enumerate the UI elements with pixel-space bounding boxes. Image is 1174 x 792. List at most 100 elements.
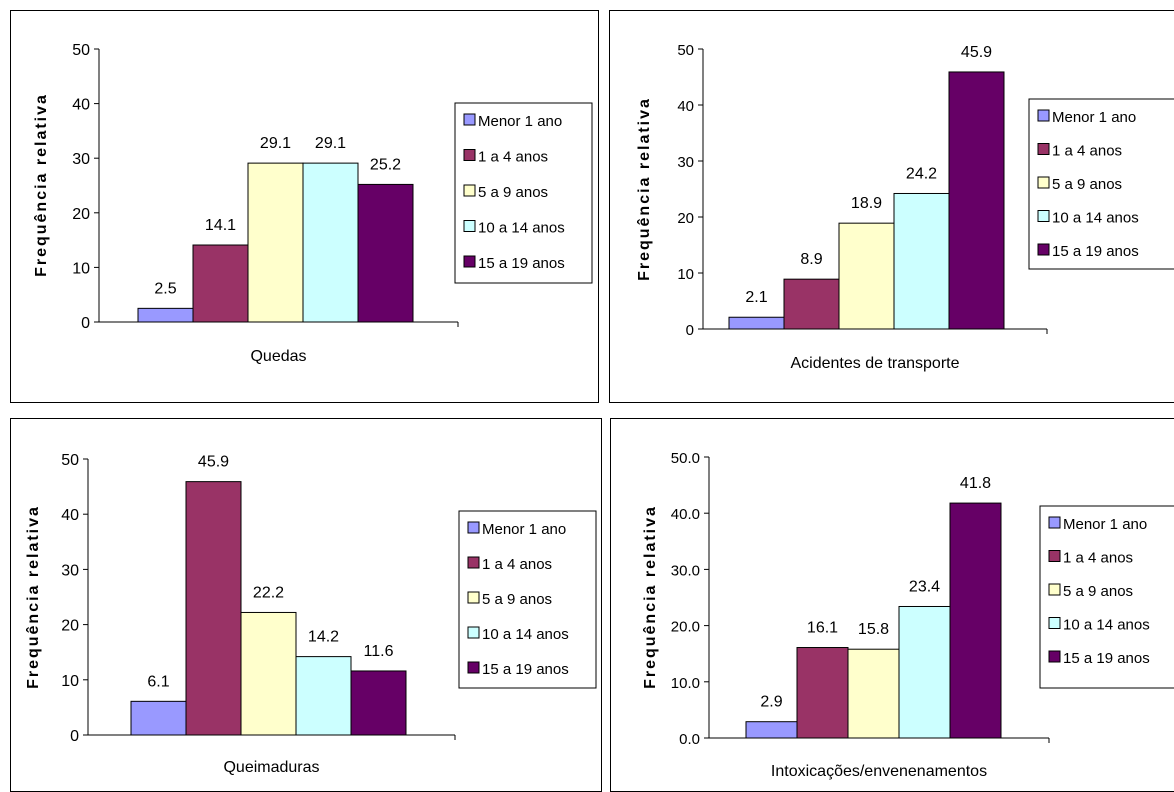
legend-label: 5 a 9 anos xyxy=(482,591,552,608)
chart-panel-quedas: 0 10 20 30 40 50 Frequência relativa 2.5 14.1 29.… xyxy=(10,10,599,403)
legend-box xyxy=(458,510,597,689)
legend-swatch xyxy=(1037,176,1050,189)
bar xyxy=(898,605,951,739)
data-label: 8.9 xyxy=(800,251,822,268)
chart-intoxicacoes-envenenamentos: 0.0 10.0 20.0 30.0 40.0 50.0 Frequência relati… xyxy=(642,450,1174,780)
chart-panel-intoxicacoes: 0.0 10.0 20.0 30.0 40.0 50.0 Frequência relati… xyxy=(610,418,1174,792)
legend-swatch xyxy=(463,220,476,232)
legend-label: 15 a 19 anos xyxy=(1063,650,1150,667)
y-tick-label: 0.0 xyxy=(679,731,700,748)
bar xyxy=(728,316,785,330)
bar xyxy=(357,183,414,323)
y-tick-label: 20 xyxy=(61,618,79,635)
y-tick-label: 40 xyxy=(61,507,79,524)
y-tick-label: 40 xyxy=(72,97,90,114)
chart-acidentes-de-transporte: 0 10 20 30 40 50 Frequência relativa 2.1 8.9 18.9… xyxy=(636,42,1174,372)
data-label: 16.1 xyxy=(807,620,838,637)
data-label: 14.1 xyxy=(205,217,236,234)
x-axis-category-label: Acidentes de transporte xyxy=(791,355,960,372)
bar xyxy=(847,648,900,739)
legend-swatch xyxy=(1037,210,1050,222)
chart-panel-acidentes-de-transporte: 0 10 20 30 40 50 Frequência relativa 2.1 8.9 18.9… xyxy=(609,10,1174,403)
legend-swatch xyxy=(463,184,476,197)
y-tick-label: 50 xyxy=(677,42,694,59)
y-tick-label: 20 xyxy=(72,206,90,223)
data-label: 41.8 xyxy=(960,475,991,492)
legend-swatch xyxy=(1037,243,1050,256)
legend-swatch xyxy=(1048,650,1061,663)
legend-label: 10 a 14 anos xyxy=(478,220,565,237)
y-tick-label: 10 xyxy=(677,266,694,283)
y-tick-label: 50.0 xyxy=(671,450,700,467)
legend-label: 5 a 9 anos xyxy=(478,184,548,201)
data-label: 22.2 xyxy=(253,584,284,601)
legend-swatch xyxy=(467,626,480,639)
y-axis-title: Frequência relativa xyxy=(636,97,653,281)
data-label: 45.9 xyxy=(961,44,992,61)
x-axis-category-label: Queimaduras xyxy=(223,759,319,776)
y-tick-label: 20 xyxy=(677,210,694,227)
y-axis-title: Frequência relativa xyxy=(33,93,50,277)
x-axis-category-label: Intoxicações/envenenamentos xyxy=(771,763,987,780)
bar xyxy=(192,244,249,323)
data-label: 24.2 xyxy=(906,165,937,182)
legend-swatch xyxy=(467,556,480,569)
legend-label: Menor 1 ano xyxy=(482,521,566,538)
y-tick-label: 10 xyxy=(72,260,90,277)
data-label: 29.1 xyxy=(315,135,346,152)
legend-label: 5 a 9 anos xyxy=(1052,176,1122,193)
y-tick-label: 10 xyxy=(61,673,79,690)
y-tick-label: 50 xyxy=(61,452,79,469)
bar xyxy=(949,502,1002,739)
legend-label: Menor 1 ano xyxy=(1052,109,1136,126)
bar xyxy=(247,162,304,323)
y-tick-label: 30 xyxy=(72,151,90,168)
legend-swatch xyxy=(1048,583,1061,596)
bar xyxy=(893,192,950,330)
legend-swatch xyxy=(463,255,476,268)
legend-label: 1 a 4 anos xyxy=(1063,550,1133,567)
y-tick-label: 30 xyxy=(61,562,79,579)
y-tick-label: 0 xyxy=(81,315,90,332)
y-tick-label: 0 xyxy=(70,728,79,745)
y-axis-title: Frequência relativa xyxy=(642,505,659,689)
legend-label: Menor 1 ano xyxy=(478,113,562,130)
y-tick-label: 40 xyxy=(677,98,694,115)
chart-queimaduras: 0 10 20 30 40 50 Frequência relativa 6.1 45.9 22.… xyxy=(25,452,597,776)
legend-label: 1 a 4 anos xyxy=(482,556,552,573)
bar xyxy=(295,656,352,736)
data-label: 15.8 xyxy=(858,621,889,638)
bar xyxy=(240,611,297,736)
data-label: 6.1 xyxy=(147,673,169,690)
y-tick-label: 30 xyxy=(677,154,694,171)
data-label: 2.1 xyxy=(745,289,767,306)
legend-label: 15 a 19 anos xyxy=(478,255,565,272)
x-axis-category-label: Quedas xyxy=(250,348,306,365)
legend-swatch xyxy=(467,521,480,534)
y-tick-label: 40.0 xyxy=(671,506,700,523)
legend-label: 5 a 9 anos xyxy=(1063,583,1133,600)
legend-swatch xyxy=(463,113,476,126)
legend-label: 10 a 14 anos xyxy=(1063,617,1150,634)
y-tick-label: 30.0 xyxy=(671,562,700,579)
y-tick-label: 20.0 xyxy=(671,619,700,636)
data-label: 18.9 xyxy=(851,195,882,212)
bar xyxy=(745,721,798,739)
y-tick-label: 50 xyxy=(72,42,90,59)
y-axis-title: Frequência relativa xyxy=(25,505,42,689)
bar xyxy=(137,307,194,323)
data-label: 14.2 xyxy=(308,629,339,646)
y-tick-label: 0 xyxy=(686,322,694,339)
data-label: 11.6 xyxy=(364,643,394,660)
legend-box xyxy=(1028,98,1174,270)
legend-label: Menor 1 ano xyxy=(1063,516,1147,533)
legend-swatch xyxy=(463,149,476,161)
data-label: 45.9 xyxy=(198,454,229,471)
y-tick-label: 10.0 xyxy=(671,675,700,692)
legend-label: 15 a 19 anos xyxy=(482,661,569,678)
legend-swatch xyxy=(1048,617,1061,629)
legend-label: 10 a 14 anos xyxy=(1052,210,1139,227)
legend-swatch xyxy=(467,661,480,674)
bar xyxy=(350,670,407,736)
legend-box xyxy=(454,102,593,284)
